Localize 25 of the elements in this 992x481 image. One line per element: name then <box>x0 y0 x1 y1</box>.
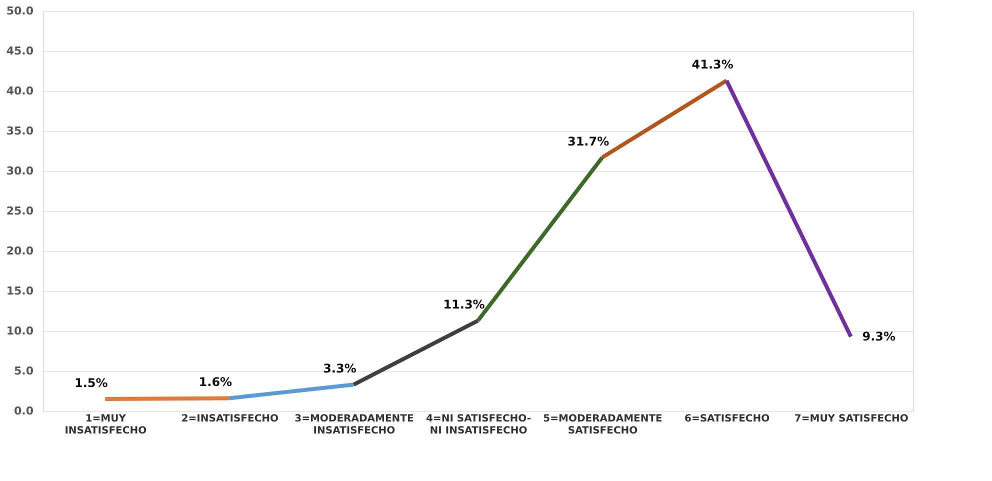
y-tick-label: 20.0 <box>6 244 34 258</box>
y-tick-label: 10.0 <box>6 324 34 338</box>
y-tick-label: 35.0 <box>6 124 34 138</box>
data-label: 41.3% <box>692 58 734 72</box>
data-label: 9.3% <box>862 330 896 344</box>
x-tick-label: 5=MODERADAMENTE SATISFECHO <box>543 414 663 436</box>
y-tick-label: 50.0 <box>6 4 34 18</box>
x-tick-label: 7=MUY SATISFECHO <box>794 414 908 424</box>
y-tick-label: 45.0 <box>6 44 34 58</box>
y-tick-label: 30.0 <box>6 164 34 178</box>
data-label: 31.7% <box>567 134 610 148</box>
x-tick-label: 6=SATISFECHO <box>684 414 770 424</box>
y-tick-label: 25.0 <box>6 204 34 218</box>
data-label: 1.5% <box>74 376 108 390</box>
x-tick-label: 4=NI SATISFECHO-NI INSATISFECHO <box>426 414 532 436</box>
x-tick-label: 2=INSATISFECHO <box>181 414 279 424</box>
data-label: 11.3% <box>443 298 485 312</box>
y-tick-label: 15.0 <box>6 284 34 298</box>
y-tick-label: 5.0 <box>14 364 34 378</box>
data-label: 3.3% <box>323 362 356 376</box>
x-tick-label: 1=MUY INSATISFECHO <box>64 414 147 436</box>
data-label: 1.6% <box>198 375 232 390</box>
y-tick-label: 0.0 <box>14 404 34 418</box>
x-tick-label: 3=MODERADAMENTE INSATISFECHO <box>294 414 414 436</box>
y-tick-label: 40.0 <box>6 84 34 98</box>
